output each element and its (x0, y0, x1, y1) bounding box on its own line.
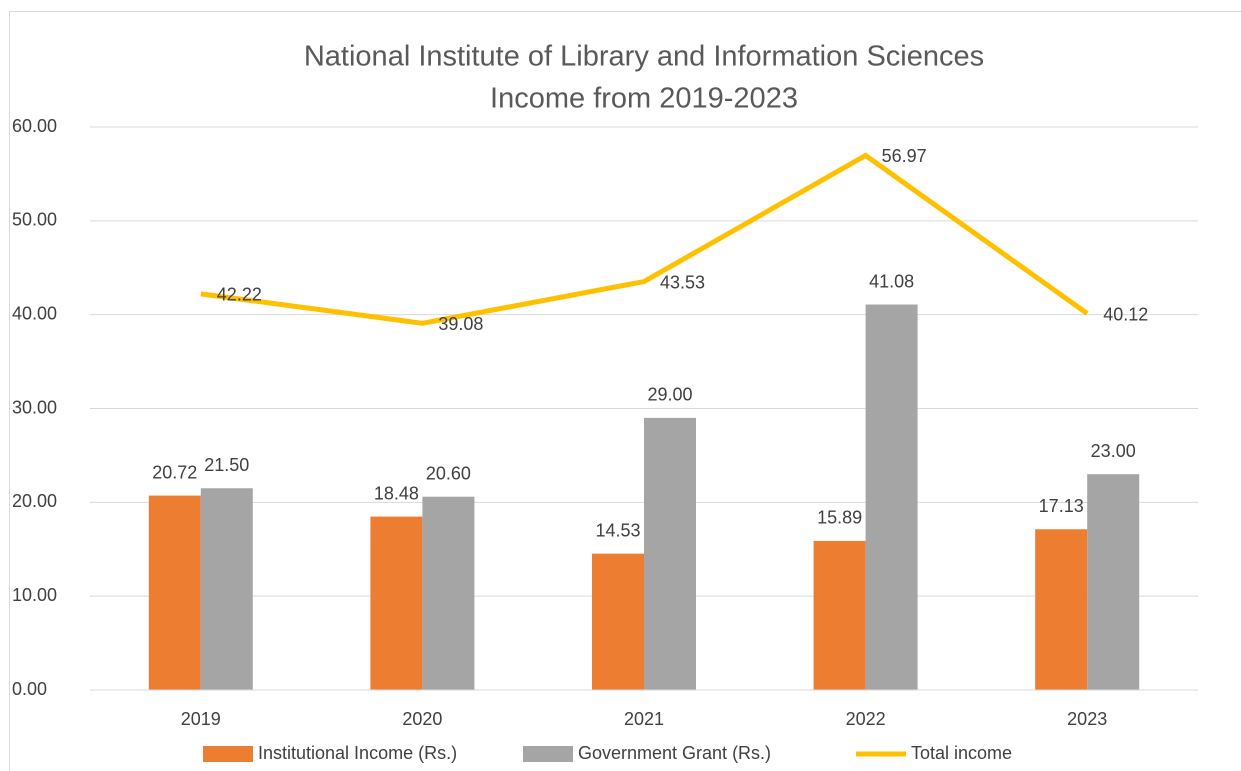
legend-label: Total income (911, 743, 1012, 763)
y-tick-label: 60.00 (12, 116, 57, 136)
bar (370, 516, 423, 690)
data-label: 42.22 (217, 285, 262, 305)
data-label: 29.00 (647, 385, 692, 405)
y-tick-label: 30.00 (12, 397, 57, 417)
line (200, 152, 1089, 326)
data-label: 43.53 (660, 272, 705, 292)
x-tick-label: 2023 (1067, 709, 1107, 729)
data-label: 40.12 (1103, 304, 1148, 324)
chart-border (9, 11, 1241, 771)
y-tick-label: 50.00 (12, 210, 57, 230)
data-label: 56.97 (882, 146, 927, 166)
x-tick-label: 2019 (181, 709, 221, 729)
data-label: 17.13 (1039, 496, 1084, 516)
data-label: 39.08 (438, 314, 483, 334)
y-tick-label: 20.00 (12, 491, 57, 511)
data-label: 20.72 (152, 462, 197, 482)
bar (813, 540, 866, 690)
data-label: 41.08 (869, 271, 914, 291)
data-label: 21.50 (204, 455, 249, 475)
bar (148, 495, 201, 690)
bar (422, 496, 475, 690)
x-tick-label: 2020 (402, 709, 442, 729)
y-tick-label: 0.00 (12, 679, 47, 699)
bar (592, 553, 644, 690)
data-label: 14.53 (595, 520, 640, 540)
x-tick-label: 2022 (846, 709, 886, 729)
bar (200, 488, 253, 690)
legend-label: Government Grant (Rs.) (578, 743, 771, 763)
legend-swatch (203, 746, 253, 762)
chart-title: National Institute of Library and Inform… (304, 41, 984, 73)
legend-swatch (523, 746, 573, 762)
y-tick-label: 10.00 (12, 585, 57, 605)
data-label: 15.89 (817, 508, 862, 528)
bar (644, 417, 696, 690)
bar (1035, 529, 1088, 690)
data-label: 20.60 (426, 463, 471, 483)
x-tick-label: 2021 (624, 709, 664, 729)
bar (865, 304, 918, 690)
y-tick-label: 40.00 (12, 303, 57, 323)
bar (1087, 474, 1140, 690)
data-label: 23.00 (1091, 441, 1136, 461)
chart-title: Income from 2019-2023 (490, 83, 798, 115)
legend-label: Institutional Income (Rs.) (258, 743, 457, 763)
data-label: 18.48 (374, 483, 419, 503)
